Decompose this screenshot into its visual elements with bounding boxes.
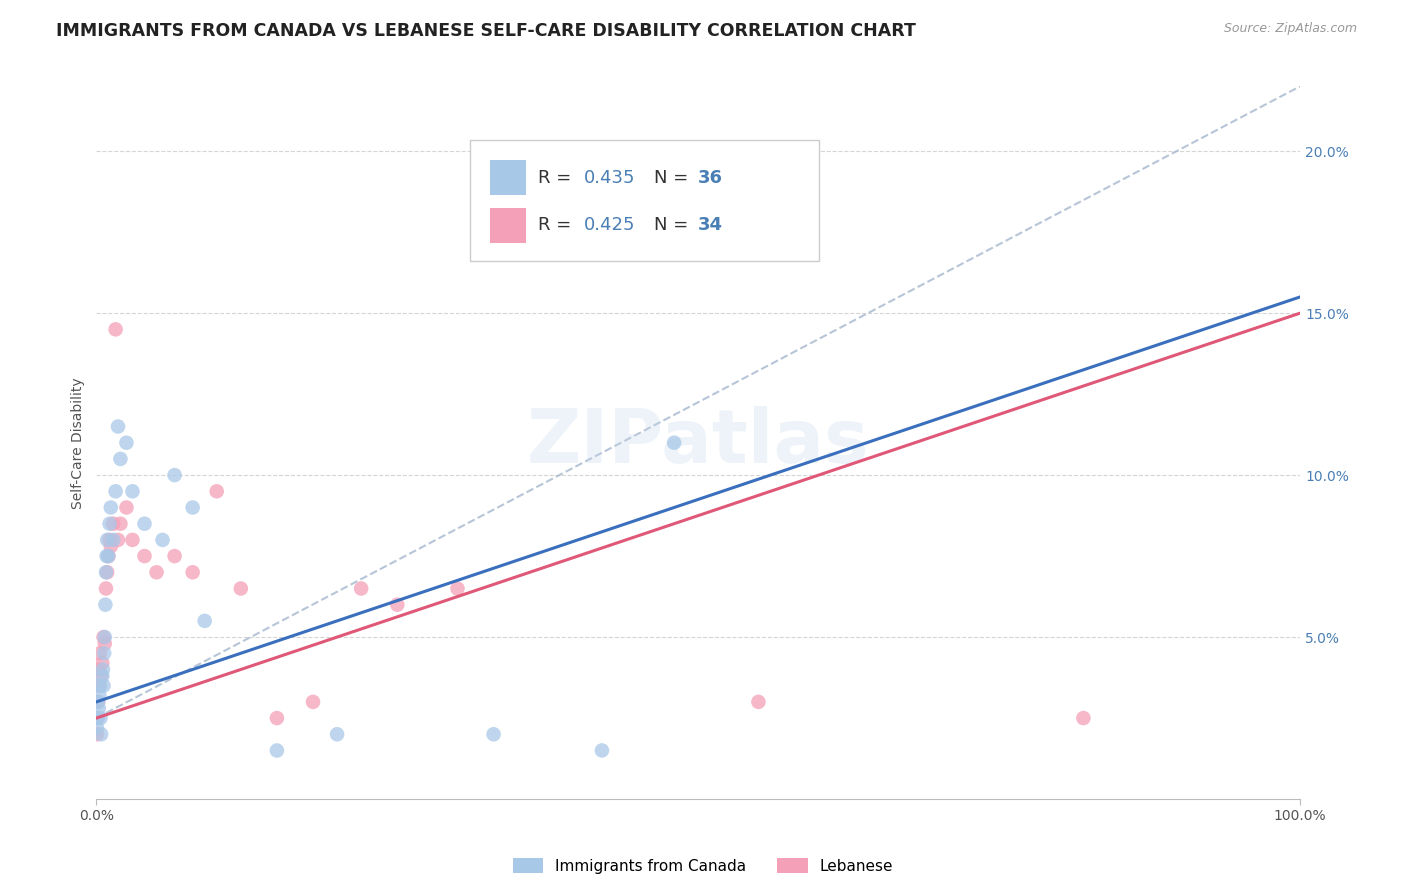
Point — [97, 549, 120, 563]
Legend: Immigrants from Canada, Lebanese: Immigrants from Canada, Lebanese — [506, 852, 900, 880]
Point — [98, 516, 121, 531]
Point — [96, 533, 118, 547]
Point — [115, 435, 138, 450]
FancyBboxPatch shape — [489, 208, 526, 244]
Text: N =: N = — [654, 217, 693, 235]
Point — [87, 701, 110, 715]
Point — [121, 484, 143, 499]
Point — [103, 516, 125, 531]
Point — [86, 721, 108, 735]
Text: 36: 36 — [699, 169, 723, 186]
Point — [94, 630, 117, 644]
Text: R =: R = — [538, 169, 576, 186]
Point — [97, 549, 120, 563]
Point — [266, 711, 288, 725]
Point — [194, 614, 217, 628]
Y-axis label: Self-Care Disability: Self-Care Disability — [72, 377, 86, 508]
Point — [89, 663, 111, 677]
Point — [91, 669, 114, 683]
Point — [89, 646, 111, 660]
Text: 0.435: 0.435 — [583, 169, 636, 186]
Point — [482, 727, 505, 741]
Point — [110, 516, 132, 531]
FancyBboxPatch shape — [489, 160, 526, 195]
FancyBboxPatch shape — [470, 140, 818, 261]
Point — [181, 500, 204, 515]
Point — [96, 549, 118, 563]
Point — [103, 533, 125, 547]
Point — [96, 566, 118, 580]
Point — [89, 689, 111, 703]
Point — [181, 566, 204, 580]
Point — [100, 500, 122, 515]
Point — [205, 484, 228, 499]
Point — [121, 533, 143, 547]
Point — [87, 695, 110, 709]
Point — [98, 533, 121, 547]
Point — [1073, 711, 1095, 725]
Text: 34: 34 — [699, 217, 723, 235]
Point — [104, 322, 127, 336]
Point — [152, 533, 174, 547]
Point — [326, 727, 349, 741]
Point — [134, 516, 156, 531]
Point — [110, 451, 132, 466]
Point — [94, 582, 117, 596]
Text: N =: N = — [654, 169, 693, 186]
Point — [115, 500, 138, 515]
Point — [145, 566, 167, 580]
Point — [93, 679, 115, 693]
Point — [89, 679, 111, 693]
Point — [90, 727, 112, 741]
Point — [94, 636, 117, 650]
Point — [87, 679, 110, 693]
Point — [91, 656, 114, 670]
Point — [387, 598, 409, 612]
Point — [94, 598, 117, 612]
Point — [266, 743, 288, 757]
Text: R =: R = — [538, 217, 576, 235]
Point — [90, 711, 112, 725]
Point — [107, 419, 129, 434]
Point — [93, 646, 115, 660]
Point — [591, 743, 613, 757]
Text: IMMIGRANTS FROM CANADA VS LEBANESE SELF-CARE DISABILITY CORRELATION CHART: IMMIGRANTS FROM CANADA VS LEBANESE SELF-… — [56, 22, 917, 40]
Point — [107, 533, 129, 547]
Point — [229, 582, 252, 596]
Point — [100, 540, 122, 554]
Point — [134, 549, 156, 563]
Point — [90, 669, 112, 683]
Point — [94, 566, 117, 580]
Point — [350, 582, 373, 596]
Point — [163, 549, 186, 563]
Point — [86, 711, 108, 725]
Point — [87, 695, 110, 709]
Point — [163, 468, 186, 483]
Point — [302, 695, 325, 709]
Point — [91, 663, 114, 677]
Text: Source: ZipAtlas.com: Source: ZipAtlas.com — [1223, 22, 1357, 36]
Point — [446, 582, 468, 596]
Point — [86, 727, 108, 741]
Text: ZIPatlas: ZIPatlas — [527, 406, 869, 479]
Point — [93, 630, 115, 644]
Point — [662, 435, 685, 450]
Point — [747, 695, 769, 709]
Point — [86, 711, 108, 725]
Text: 0.425: 0.425 — [583, 217, 636, 235]
Point — [104, 484, 127, 499]
